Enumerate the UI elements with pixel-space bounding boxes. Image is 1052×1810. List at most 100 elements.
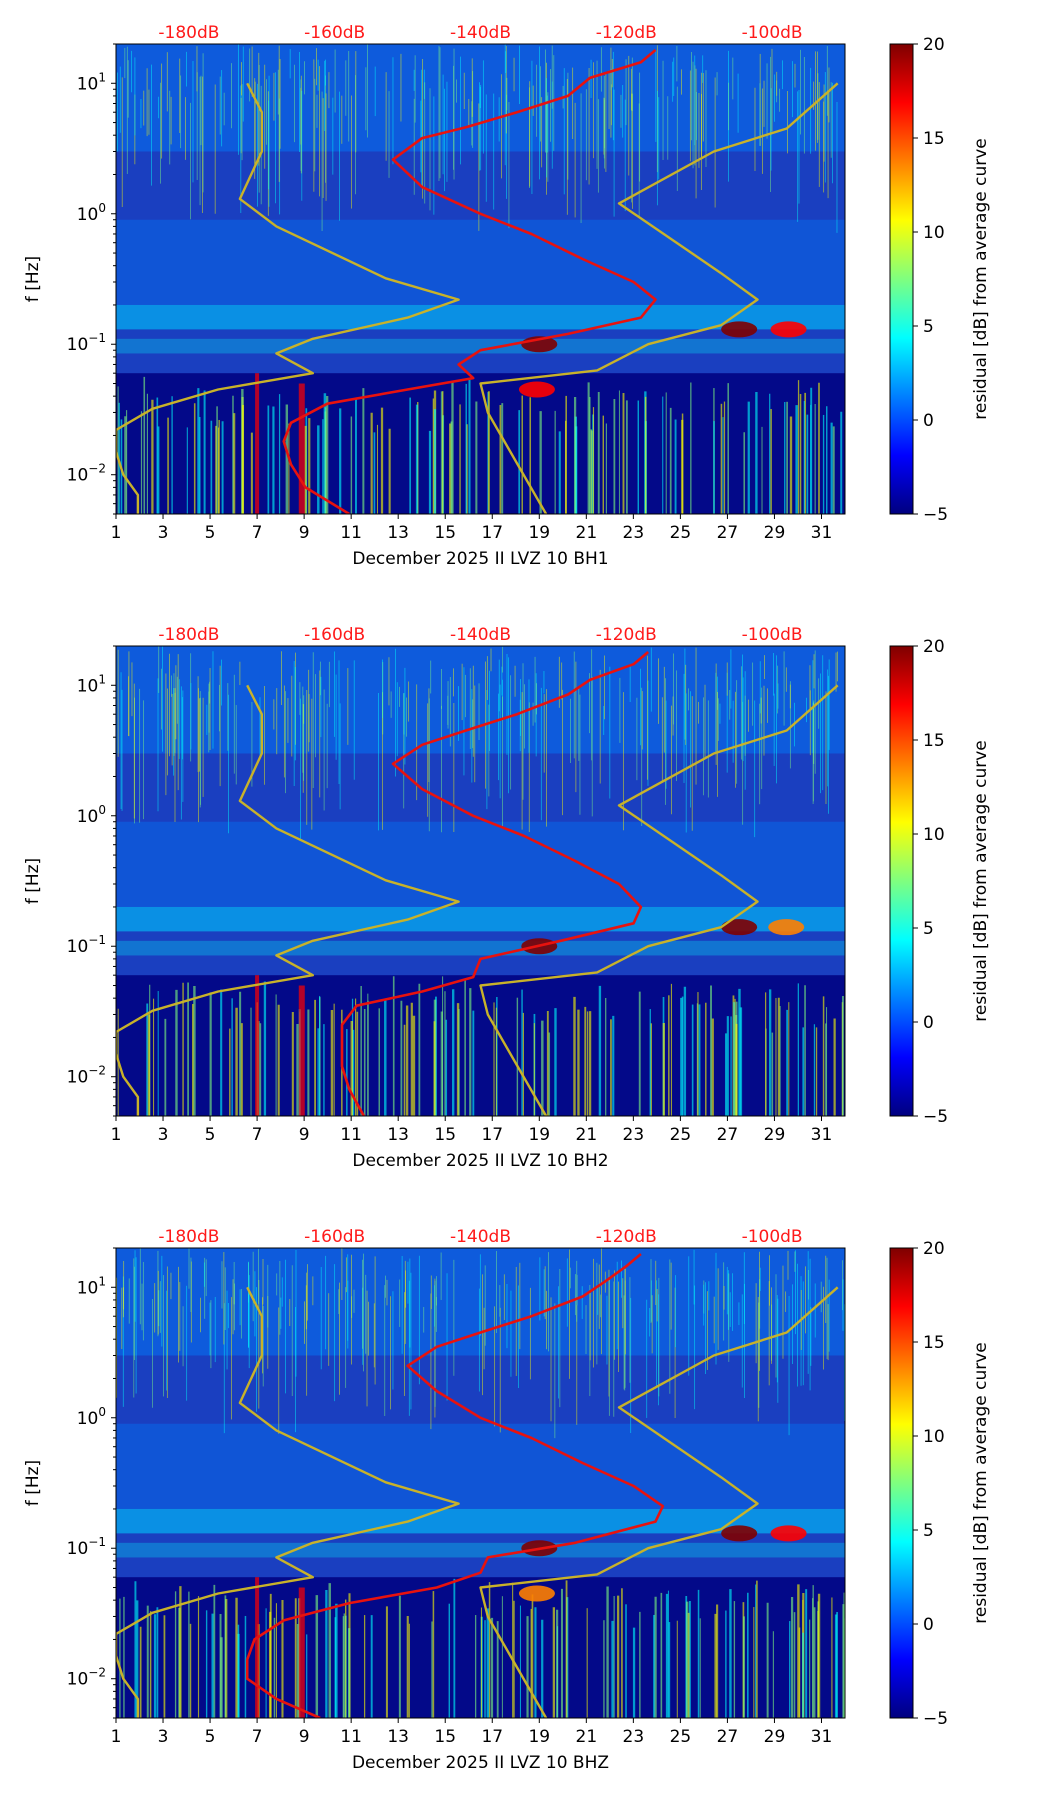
x-tick-label: 29 [764, 1727, 786, 1747]
spectrogram-panel-bhz: 1 3 5 7 9 11 13 15 17 19 21 23 25 27 29 31 December 2025… [0, 1204, 1052, 1806]
y-tick-label: 100 [77, 1405, 106, 1429]
spectrogram-image [116, 44, 845, 514]
residual-hotspot [770, 1525, 807, 1542]
colorbar-tick-label: 20 [923, 35, 945, 55]
db-scale-label: -180dB [158, 23, 219, 43]
x-tick-label: 3 [158, 1125, 169, 1145]
db-scale-label: -100dB [742, 23, 803, 43]
noise-model-high-curve [479, 1286, 839, 1718]
colorbar-tick-label: 0 [923, 1615, 934, 1635]
x-tick-label: 17 [481, 1727, 503, 1747]
spectrogram-panel-bh1: 1 3 5 7 9 11 13 15 17 19 21 23 25 27 29 31 December 2025… [0, 0, 1052, 602]
x-axis-label: December 2025 II LVZ 10 BHZ [352, 1753, 609, 1773]
median-psd-curve [282, 49, 657, 514]
median-psd-curve [245, 1253, 665, 1718]
x-tick-label: 11 [340, 1727, 362, 1747]
x-tick-label: 11 [340, 523, 362, 543]
x-tick-label: 11 [340, 1125, 362, 1145]
noise-model-high-curve [479, 82, 839, 514]
y-tick-label: 100 [77, 201, 106, 225]
x-tick-label: 27 [717, 1727, 739, 1747]
x-tick-label: 15 [434, 1125, 456, 1145]
x-axis-label: December 2025 II LVZ 10 BH2 [352, 1151, 608, 1171]
colorbar-tick-label: 10 [923, 1427, 945, 1447]
colorbar-tick-label: 5 [923, 919, 934, 939]
y-tick-label: 101 [77, 70, 106, 94]
colorbar-tick-label: 0 [923, 411, 934, 431]
x-tick-label: 31 [811, 1727, 833, 1747]
x-tick-label: 21 [576, 1125, 598, 1145]
residual-hotspot [768, 919, 805, 936]
x-tick-label: 19 [528, 523, 550, 543]
x-tick-label: 25 [670, 1125, 692, 1145]
db-scale-label: -120dB [596, 625, 657, 645]
y-tick-label: 10−1 [67, 331, 106, 355]
x-tick-label: 5 [205, 1727, 216, 1747]
x-tick-label: 9 [299, 1125, 310, 1145]
y-tick-label: 10−1 [67, 933, 106, 957]
noise-model-low-curve [116, 684, 460, 1116]
y-tick-label: 101 [77, 672, 106, 696]
colorbar [889, 43, 914, 515]
x-tick-label: 3 [158, 1727, 169, 1747]
colorbar-tick-label: 5 [923, 1521, 934, 1541]
x-tick-label: 13 [387, 1125, 409, 1145]
db-scale-label: -160dB [304, 1227, 365, 1247]
y-tick-label: 10−2 [67, 462, 106, 486]
db-scale-label: -120dB [596, 1227, 657, 1247]
db-scale-label: -100dB [742, 1227, 803, 1247]
x-tick-label: 7 [252, 1727, 263, 1747]
db-scale-label: -160dB [304, 23, 365, 43]
x-tick-label: 17 [481, 523, 503, 543]
colorbar-label: residual [dB] from average curve [971, 138, 991, 419]
x-tick-label: 7 [252, 1125, 263, 1145]
y-tick-label: 10−2 [67, 1064, 106, 1088]
x-tick-label: 25 [670, 523, 692, 543]
db-scale-label: -100dB [742, 625, 803, 645]
noise-model-high-curve [479, 684, 839, 1116]
x-tick-label: 13 [387, 523, 409, 543]
colorbar-tick-label: 20 [923, 637, 945, 657]
x-tick-label: 31 [811, 523, 833, 543]
y-axis-label: f [Hz] [23, 1460, 43, 1506]
x-tick-label: 3 [158, 523, 169, 543]
x-tick-label: 27 [717, 523, 739, 543]
x-tick-label: 17 [481, 1125, 503, 1145]
x-tick-label: 23 [623, 1727, 645, 1747]
x-tick-label: 31 [811, 1125, 833, 1145]
spectrogram-image [116, 1248, 845, 1718]
x-tick-label: 21 [576, 1727, 598, 1747]
x-tick-label: 5 [205, 523, 216, 543]
colorbar [889, 1247, 914, 1719]
y-tick-label: 100 [77, 803, 106, 827]
colorbar-tick-label: 0 [923, 1013, 934, 1033]
x-tick-label: 29 [764, 523, 786, 543]
x-tick-label: 1 [111, 1727, 122, 1747]
spectrogram-image [116, 646, 845, 1116]
colorbar [889, 645, 914, 1117]
x-tick-label: 19 [528, 1727, 550, 1747]
residual-hotspot [721, 919, 758, 936]
spectrogram-panel-bh2: 1 3 5 7 9 11 13 15 17 19 21 23 25 27 29 31 December 2025… [0, 602, 1052, 1204]
residual-hotspot [518, 381, 555, 398]
x-tick-label: 9 [299, 523, 310, 543]
colorbar-tick-label: 10 [923, 223, 945, 243]
colorbar-label: residual [dB] from average curve [971, 740, 991, 1021]
x-tick-label: 1 [111, 1125, 122, 1145]
residual-hotspot [518, 1585, 555, 1602]
colorbar-label: residual [dB] from average curve [971, 1342, 991, 1623]
db-scale-label: -120dB [596, 23, 657, 43]
y-tick-label: 10−2 [67, 1666, 106, 1690]
residual-hotspot [721, 321, 758, 338]
db-scale-label: -160dB [304, 625, 365, 645]
x-tick-label: 1 [111, 523, 122, 543]
x-tick-label: 27 [717, 1125, 739, 1145]
colorbar-tick-label: −5 [923, 1107, 948, 1127]
colorbar-tick-label: 5 [923, 317, 934, 337]
residual-hotspot [770, 321, 807, 338]
colorbar-tick-label: 15 [923, 129, 945, 149]
x-tick-label: 19 [528, 1125, 550, 1145]
residual-hotspot [721, 1525, 758, 1542]
